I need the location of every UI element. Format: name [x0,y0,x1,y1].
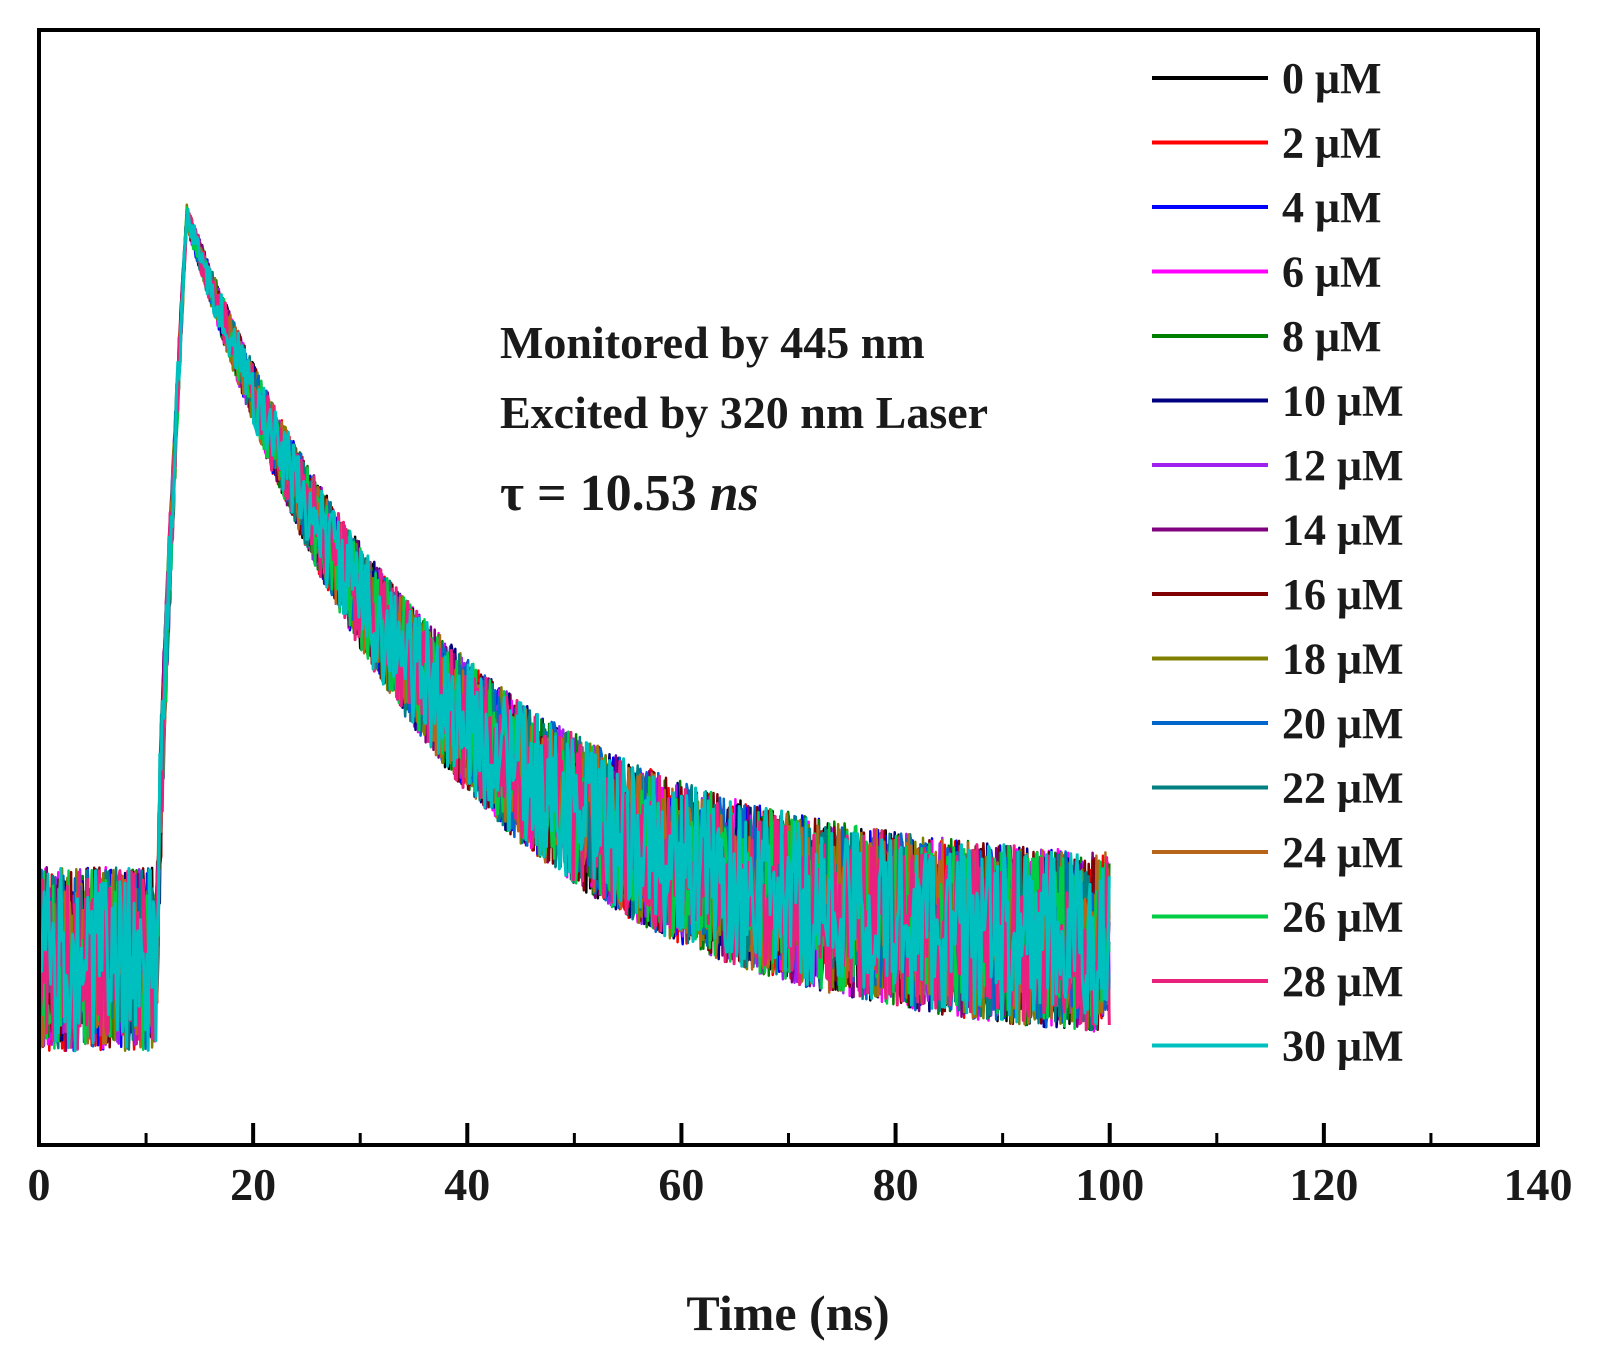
legend-label: 4 μM [1282,183,1381,232]
legend-label: 16 μM [1282,570,1403,619]
legend-label: 12 μM [1282,441,1403,490]
legend-label: 0 μM [1282,54,1381,103]
x-tick-label: 60 [658,1159,704,1210]
x-tick-label: 120 [1289,1159,1358,1210]
x-tick-label: 100 [1075,1159,1144,1210]
annotation-monitored: Monitored by 445 nm [500,317,925,368]
legend-label: 10 μM [1282,377,1403,426]
tau-unit: ns [710,465,759,522]
x-tick-label: 0 [28,1159,51,1210]
series-line [37,207,1111,1053]
legend-label: 22 μM [1282,764,1403,813]
legend-label: 2 μM [1282,119,1381,168]
legend-label: 6 μM [1282,248,1381,297]
legend-label: 18 μM [1282,635,1403,684]
legend-label: 28 μM [1282,957,1403,1006]
x-tick-label: 140 [1504,1159,1573,1210]
legend: 0 μM 2 μM 4 μM 6 μM 8 μM 10 μM 12 μM 14 μM 16 μM… [1152,54,1403,1071]
annotation-tau: τ = 10.53 ns [500,465,759,522]
legend-label: 20 μM [1282,699,1403,748]
x-axis-title: Time (ns) [686,1285,889,1341]
legend-label: 26 μM [1282,893,1403,942]
x-tick-labels: 0 20 40 60 80 100 120 140 [28,1159,1573,1210]
x-tick-label: 40 [444,1159,490,1210]
x-tick-label: 20 [230,1159,276,1210]
legend-label: 24 μM [1282,828,1403,877]
tau-value: τ = 10.53 [500,465,710,522]
annotation-excited: Excited by 320 nm Laser [500,387,988,438]
series-curves [37,203,1111,1053]
x-tick-label: 80 [873,1159,919,1210]
legend-label: 8 μM [1282,312,1381,361]
legend-label: 30 μM [1282,1022,1403,1071]
legend-label: 14 μM [1282,506,1403,555]
axis-ticks [37,1123,1540,1145]
